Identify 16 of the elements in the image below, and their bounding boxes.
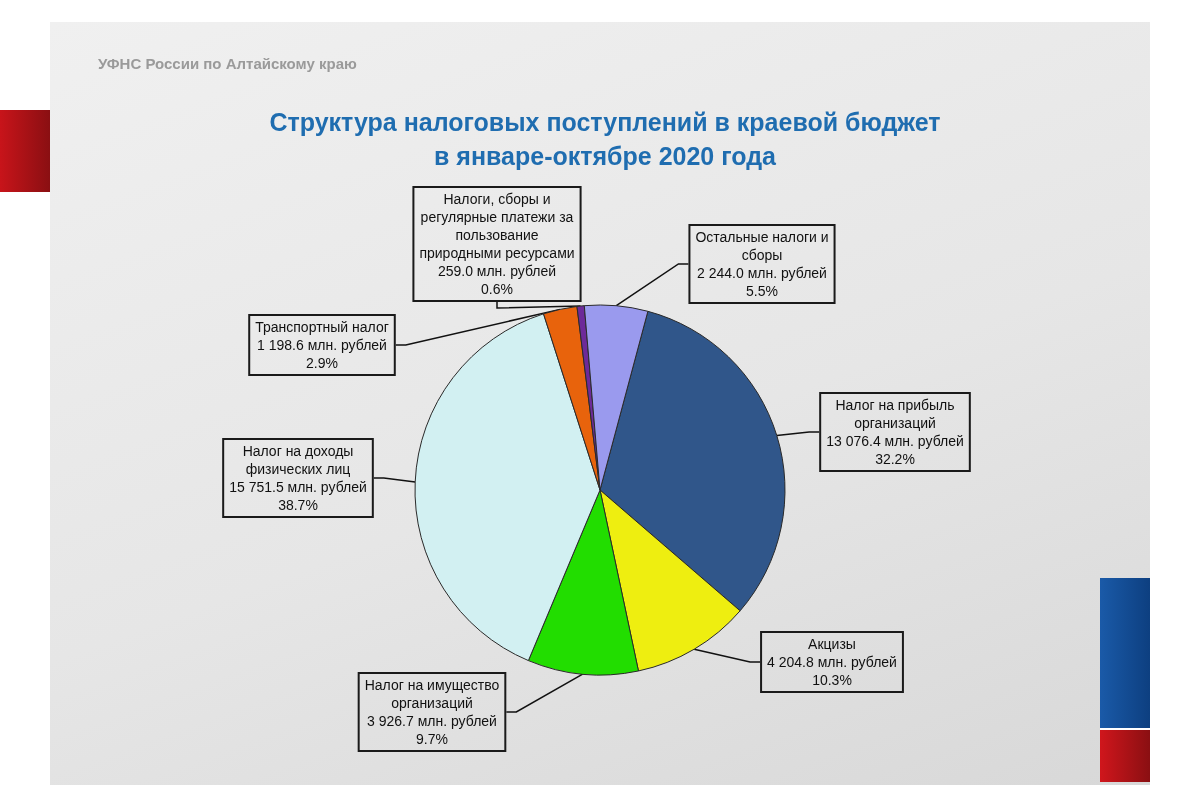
slice-label: Налог на имущество организаций <box>364 677 500 711</box>
slice-label: Транспортный налог <box>255 319 389 335</box>
data-label: 259.0 млн. рублей 0.6% <box>437 263 557 297</box>
slice-label: Налог на прибыль организаций <box>835 397 955 431</box>
chart-title: Структура налоговых поступлений в краевой бюджет в январе-октябре 2020 года <box>269 108 941 170</box>
data-label: 2 244.0 млн. рублей 5.5% <box>697 265 827 299</box>
slice-label: Акцизы <box>808 636 856 652</box>
data-label: 13 076.4 млн. рублей 32.2% <box>826 433 964 467</box>
slice-label: Остальные налоги и сборы <box>695 229 829 263</box>
data-label: 3 926.7 млн. рублей 9.7% <box>367 713 497 747</box>
data-label: 4 204.8 млн. рублей 10.3% <box>767 654 897 688</box>
text: УФНС России по Алтайскому краю <box>98 55 357 72</box>
data-label: 1 198.6 млн. рублей 2.9% <box>257 337 387 371</box>
slice-label: Налог на доходы физических лиц <box>242 443 354 477</box>
data-label: 15 751.5 млн. рублей 38.7% <box>229 479 367 513</box>
slice-label: Налоги, сборы и регулярные платежи за пользование природными ресурсами <box>419 191 575 261</box>
